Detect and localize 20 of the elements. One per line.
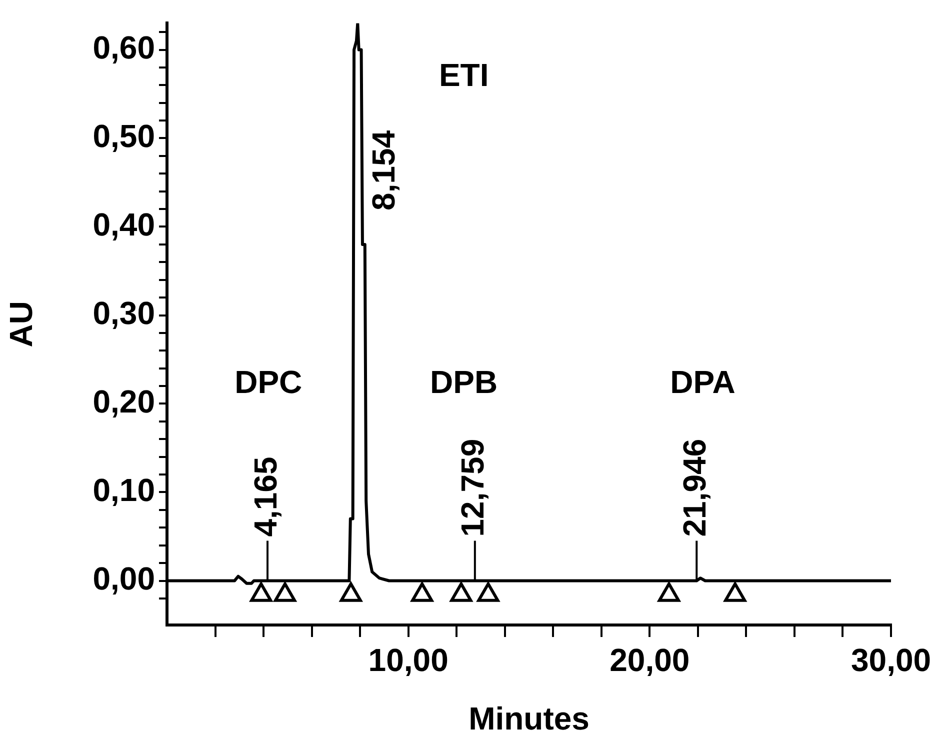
y-tick-label: 0,10 [92,472,155,508]
y-axis-title: AU [3,300,40,348]
x-tick-label: 20,00 [610,642,690,678]
annotation: DPA [670,364,736,400]
annotation: DPC [234,364,302,400]
y-tick-label: 0,40 [92,206,155,243]
annotation: 12,759 [454,438,491,537]
annotation: ETI [438,57,489,94]
annotation: DPB [430,364,498,400]
y-tick-label: 0,50 [92,118,155,154]
y-tick-label: 0,30 [92,295,155,332]
y-tick-label: 0,20 [92,384,155,420]
x-tick-label: 10,00 [368,642,448,678]
annotation: 8,154 [366,130,402,210]
annotation: 21,946 [676,438,712,537]
y-tick-label: 0,60 [92,30,155,66]
annotation: 4,165 [247,456,284,537]
y-tick-label: 0,00 [92,560,155,597]
x-axis-title: Minutes [468,700,590,737]
x-tick-label: 30,00 [850,642,932,678]
